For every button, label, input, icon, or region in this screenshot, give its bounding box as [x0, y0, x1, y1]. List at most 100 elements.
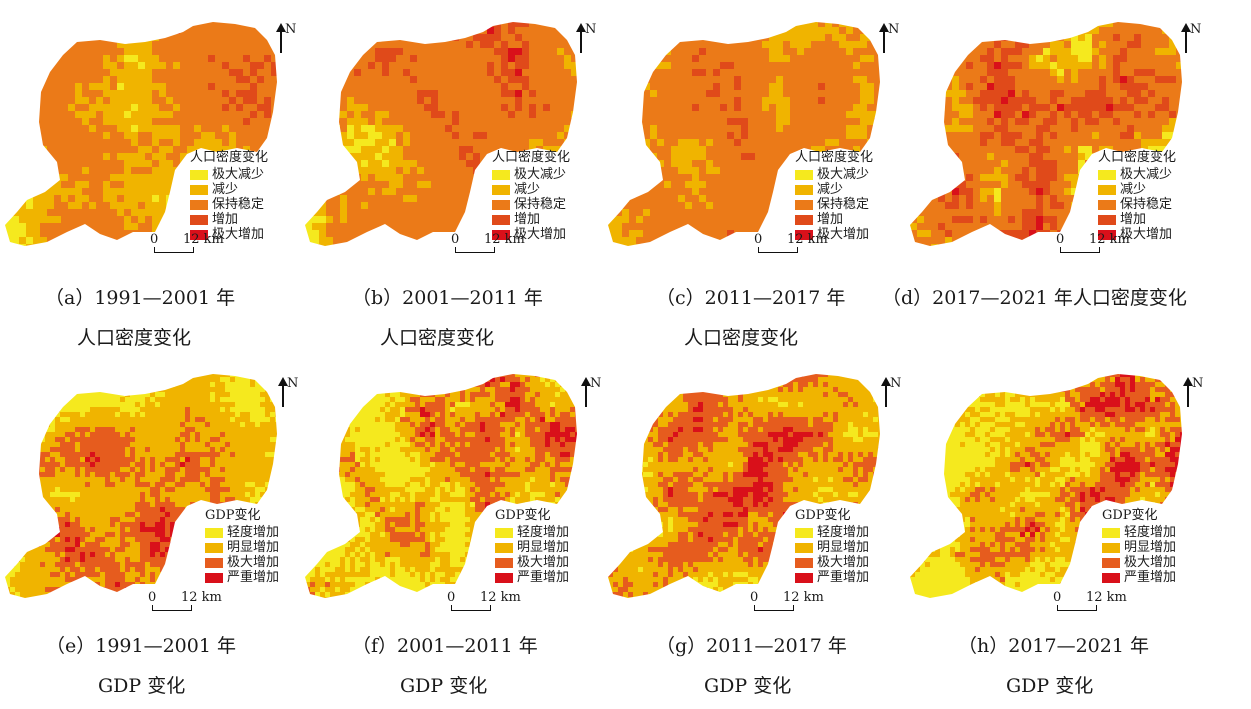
caption-c: （c）2011—2017 年 人口密度变化: [656, 278, 845, 358]
scale-bar: 0 12 km: [451, 232, 541, 258]
legend-swatch: [495, 527, 513, 538]
caption-line: （e）1991—2001 年: [46, 635, 236, 657]
north-arrow-icon: N: [1182, 377, 1204, 417]
legend-item: 保持稳定: [1098, 197, 1176, 212]
scale-bar: 0 12 km: [1056, 232, 1146, 258]
legend-swatch: [1102, 557, 1120, 568]
legend-swatch: [1102, 572, 1120, 583]
scale-bar: 0 12 km: [754, 232, 844, 258]
north-arrow-icon: N: [275, 23, 297, 63]
legend-swatch: [492, 169, 510, 180]
legend-item: 保持稳定: [795, 197, 873, 212]
region-map: [608, 374, 880, 598]
caption-line: GDP 变化: [400, 675, 488, 697]
legend-item: 明显增加: [1102, 540, 1176, 555]
legend-swatch: [1098, 169, 1116, 180]
legend-item: 极大增加: [492, 227, 570, 242]
caption-line: 人口密度变化: [684, 327, 799, 349]
region-map: [608, 22, 880, 246]
legend-item: 增加: [492, 212, 570, 227]
map-panel-c: N 人口密度变化 极大减少 减少 保持稳定 增加 极大增加 0 12 km: [608, 20, 908, 260]
scale-bar: 0 12 km: [1053, 590, 1143, 616]
legend-item: 严重增加: [495, 570, 569, 585]
north-arrow-icon: N: [580, 377, 602, 417]
map-panel-g: N GDP变化 轻度增加 明显增加 极大增加 严重增加 0 12 km: [608, 372, 908, 612]
legend-swatch: [795, 572, 813, 583]
legend-item: 极大增加: [495, 555, 569, 570]
legend-swatch: [795, 229, 813, 240]
legend-item: 明显增加: [795, 540, 869, 555]
legend-item: 减少: [190, 182, 268, 197]
map-legend: 人口密度变化 极大减少 减少 保持稳定 增加 极大增加: [1098, 151, 1176, 242]
legend-title: 人口密度变化: [492, 150, 571, 165]
caption-d: （d）2017—2021 年人口密度变化: [882, 278, 1187, 318]
caption-line: （a）1991—2001 年: [45, 287, 236, 309]
legend-item: 保持稳定: [190, 197, 268, 212]
caption-line: （g）2011—2017 年: [656, 635, 847, 657]
map-legend: 人口密度变化 极大减少 减少 保持稳定 增加 极大增加: [492, 151, 570, 242]
north-label: N: [590, 376, 602, 391]
north-label: N: [1190, 22, 1202, 37]
north-label: N: [285, 22, 297, 37]
legend-swatch: [190, 184, 208, 195]
legend-swatch: [190, 214, 208, 225]
legend-title: 人口密度变化: [1098, 150, 1177, 165]
caption-f: （f）2001—2011 年 GDP 变化: [352, 626, 538, 706]
legend-item: 减少: [795, 182, 873, 197]
map-panel-d: N 人口密度变化 极大减少 减少 保持稳定 增加 极大增加 0 12 km: [910, 20, 1210, 260]
map-panel-h: N GDP变化 轻度增加 明显增加 极大增加 严重增加 0 12 km: [910, 372, 1210, 612]
legend-item: 极大增加: [795, 227, 873, 242]
north-arrow-icon: N: [277, 377, 299, 417]
legend-swatch: [1098, 214, 1116, 225]
north-label: N: [287, 376, 299, 391]
legend-title: 人口密度变化: [190, 150, 269, 165]
legend-swatch: [190, 169, 208, 180]
legend-swatch: [495, 542, 513, 553]
legend-title: GDP变化: [205, 508, 261, 523]
region-map: [910, 374, 1182, 598]
legend-item: 增加: [190, 212, 268, 227]
region-map: [305, 374, 577, 598]
legend-swatch: [495, 557, 513, 568]
north-label: N: [585, 22, 597, 37]
legend-item: 轻度增加: [205, 525, 279, 540]
north-arrow-icon: N: [1180, 23, 1202, 63]
legend-title: GDP变化: [795, 508, 851, 523]
legend-swatch: [795, 214, 813, 225]
legend-title: GDP变化: [1102, 508, 1158, 523]
legend-item: 极大增加: [190, 227, 268, 242]
caption-line: （f）2001—2011 年: [352, 635, 538, 657]
caption-line: GDP 变化: [704, 675, 792, 697]
map-panel-e: N GDP变化 轻度增加 明显增加 极大增加 严重增加 0 12 km: [5, 372, 305, 612]
legend-title: GDP变化: [495, 508, 551, 523]
scale-bar: 0 12 km: [447, 590, 537, 616]
map-legend: GDP变化 轻度增加 明显增加 极大增加 严重增加: [1102, 509, 1176, 585]
map-legend: 人口密度变化 极大减少 减少 保持稳定 增加 极大增加: [795, 151, 873, 242]
legend-swatch: [1102, 542, 1120, 553]
map-panel-f: N GDP变化 轻度增加 明显增加 极大增加 严重增加 0 12 km: [305, 372, 605, 612]
legend-item: 极大增加: [1098, 227, 1176, 242]
scale-bar: 0 12 km: [148, 590, 238, 616]
legend-item: 轻度增加: [795, 525, 869, 540]
legend-item: 严重增加: [795, 570, 869, 585]
region-map: [5, 22, 277, 246]
legend-swatch: [795, 542, 813, 553]
map-legend: GDP变化 轻度增加 明显增加 极大增加 严重增加: [495, 509, 569, 585]
legend-swatch: [1098, 199, 1116, 210]
legend-item: 极大减少: [795, 167, 873, 182]
caption-e: （e）1991—2001 年 GDP 变化: [46, 626, 236, 706]
legend-swatch: [492, 229, 510, 240]
legend-item: 严重增加: [1102, 570, 1176, 585]
legend-item: 减少: [1098, 182, 1176, 197]
caption-line: （b）2001—2011 年: [352, 287, 543, 309]
legend-swatch: [205, 572, 223, 583]
legend-swatch: [795, 557, 813, 568]
legend-item: 明显增加: [205, 540, 279, 555]
legend-swatch: [1098, 229, 1116, 240]
caption-a: （a）1991—2001 年 人口密度变化: [45, 278, 235, 358]
legend-swatch: [795, 169, 813, 180]
legend-item: 极大增加: [205, 555, 279, 570]
caption-g: （g）2011—2017 年 GDP 变化: [656, 626, 847, 706]
north-label: N: [1192, 376, 1204, 391]
legend-item: 严重增加: [205, 570, 279, 585]
